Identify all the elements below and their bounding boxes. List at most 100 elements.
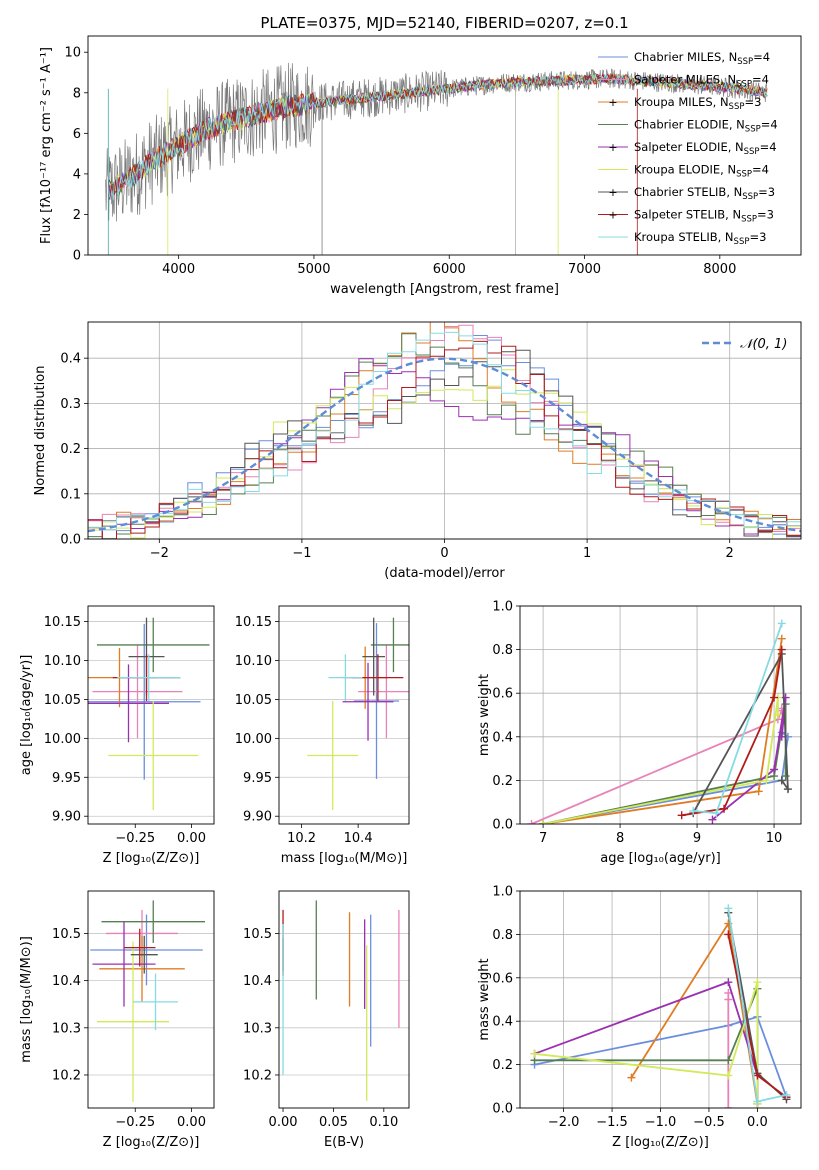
x-tick-label: 10 <box>766 831 783 846</box>
axes-frame <box>87 321 802 540</box>
x-tick-label: 10.2 <box>287 831 316 846</box>
spectrum-lines <box>105 62 768 255</box>
weight-marker <box>753 1071 762 1080</box>
residual-histograms <box>88 322 801 539</box>
weight-marker <box>689 806 698 815</box>
weight-marker <box>782 1090 791 1099</box>
y-tick-label: 0.4 <box>60 352 81 367</box>
x-tick-label: 0.0 <box>747 1115 768 1130</box>
spectrum-panel: 4000 5000 6000 7000 8000 0 2 4 6 8 10 wavelength [A… <box>39 14 802 297</box>
y-axis-label: mass [log₁₀(M/M⊙)] <box>19 936 34 1063</box>
weight-marker <box>724 1056 733 1065</box>
axes-frame <box>519 605 802 825</box>
y-tick-label: 9.95 <box>243 771 272 786</box>
x-axis-label: Z [log₁₀(Z/Z⊙)] <box>612 1135 709 1150</box>
weight-marker <box>777 776 786 785</box>
x-tick-label: 0.00 <box>177 831 206 846</box>
y-tick-label: 8 <box>73 86 81 101</box>
weight-line <box>542 638 783 824</box>
weight_vs_Z-lines <box>530 904 791 1108</box>
weight-line <box>542 731 789 824</box>
weight-marker <box>770 765 779 774</box>
x-tick-label: −1.0 <box>645 1115 677 1130</box>
x-tick-label: 2 <box>726 546 734 561</box>
legend-label: Salpeter ELODIE, NSSP=4 <box>634 140 777 157</box>
weight-marker <box>720 804 729 813</box>
weight-marker <box>527 820 536 824</box>
y-tick-label: 0.6 <box>492 687 513 702</box>
weight-marker <box>708 815 717 824</box>
weight-marker <box>773 711 782 719</box>
weight-line <box>534 988 759 1104</box>
y-axis-label: Flux [fλ10⁻¹⁷ erg cm⁻² s⁻¹ A⁻¹] <box>39 47 54 244</box>
y-tick-label: 10.00 <box>235 732 272 747</box>
x-tick-label: 4000 <box>162 262 195 277</box>
x-tick-label: −0.25 <box>115 831 155 846</box>
weight-marker <box>753 978 762 987</box>
y-tick-label: 9.90 <box>52 810 81 825</box>
y-tick-label: 10.10 <box>44 654 81 669</box>
y-tick-label: 0.8 <box>492 643 513 658</box>
x-tick-label: 10.4 <box>344 831 373 846</box>
legend-marker: + <box>608 186 617 199</box>
weight-marker <box>724 904 733 913</box>
x-tick-label: 7000 <box>568 262 601 277</box>
weight-marker <box>724 930 733 939</box>
y-tick-label: 2 <box>73 208 81 223</box>
mass_vs_EBV-points <box>282 900 400 1101</box>
weight_vs_age-panel: 7 8 9 10 0.0 0.2 0.4 0.6 0.8 1.0 age [log₁₀(age/yr… <box>477 600 802 866</box>
y-tick-label: 10.2 <box>52 1068 81 1083</box>
weight-marker <box>777 619 786 628</box>
y-tick-label: 9.90 <box>243 810 272 825</box>
y-tick-label: 0.3 <box>60 397 81 412</box>
weight_vs_Z-panel: −2.0 −1.5 −1.0 −0.5 0.0 0.0 0.2 0.4 0.6 0.8 1.0 Z [… <box>477 885 802 1150</box>
y-tick-label: 10.05 <box>235 693 272 708</box>
weight-marker <box>781 772 790 781</box>
weight-marker <box>724 1104 733 1108</box>
y-tick-label: 0.8 <box>492 928 513 943</box>
x-tick-label: 5000 <box>297 262 330 277</box>
y-tick-label: 10.3 <box>52 1021 81 1036</box>
y-tick-label: 0.2 <box>492 1058 513 1073</box>
x-tick-label: 0.10 <box>369 1115 398 1130</box>
y-tick-label: 10.4 <box>243 974 272 989</box>
x-tick-label: −2 <box>150 546 169 561</box>
legend-label: Chabrier STELIB, NSSP=3 <box>634 185 775 202</box>
weight-marker <box>777 634 786 643</box>
age_vs_mass-points <box>307 617 409 810</box>
x-tick-label: 0.00 <box>269 1115 298 1130</box>
legend-label: Kroupa STELIB, NSSP=3 <box>634 230 766 247</box>
weight-marker <box>724 1071 733 1080</box>
y-tick-label: 4 <box>73 167 81 182</box>
age_vs_Z-panel: −0.25 0.00 9.90 9.95 10.00 10.05 10.10 10.15 Z [… <box>19 605 215 866</box>
weight-marker <box>539 820 548 824</box>
residual-panel: −2 −1 0 1 2 0.0 0.1 0.2 0.3 0.4 (data-model)/error… <box>33 321 802 581</box>
y-axis-label: age [log₁₀(age/yr)] <box>19 655 34 776</box>
y-tick-label: 0.0 <box>492 818 513 833</box>
x-tick-label: 1 <box>583 546 591 561</box>
weight-marker <box>712 809 721 818</box>
weight-marker <box>677 811 686 820</box>
y-tick-label: 0.2 <box>492 774 513 789</box>
y-tick-label: 6 <box>73 127 81 142</box>
y-tick-label: 0.0 <box>60 533 81 548</box>
y-tick-label: 9.95 <box>52 771 81 786</box>
x-tick-label: −0.5 <box>693 1115 725 1130</box>
y-tick-label: 0.2 <box>60 442 81 457</box>
weight-line <box>711 697 787 821</box>
y-axis-label: mass weight <box>477 958 492 1040</box>
legend-marker: + <box>608 96 617 109</box>
weight-marker <box>753 1097 762 1106</box>
weight-line <box>542 697 779 824</box>
y-tick-label: 0 <box>73 249 81 264</box>
legend-label: Kroupa MILES, NSSP=3 <box>634 95 761 112</box>
legend-label: 𝒩(0, 1) <box>740 337 787 352</box>
weight_vs_age-lines <box>527 619 792 824</box>
x-axis-label: wavelength [Angstrom, rest frame] <box>330 282 559 297</box>
x-tick-label: 7 <box>539 831 547 846</box>
weight-line <box>693 623 783 815</box>
x-tick-label: 6000 <box>433 262 466 277</box>
x-axis-label: age [log₁₀(age/yr)] <box>600 851 721 866</box>
histogram <box>88 331 801 539</box>
weight-marker <box>777 732 786 741</box>
